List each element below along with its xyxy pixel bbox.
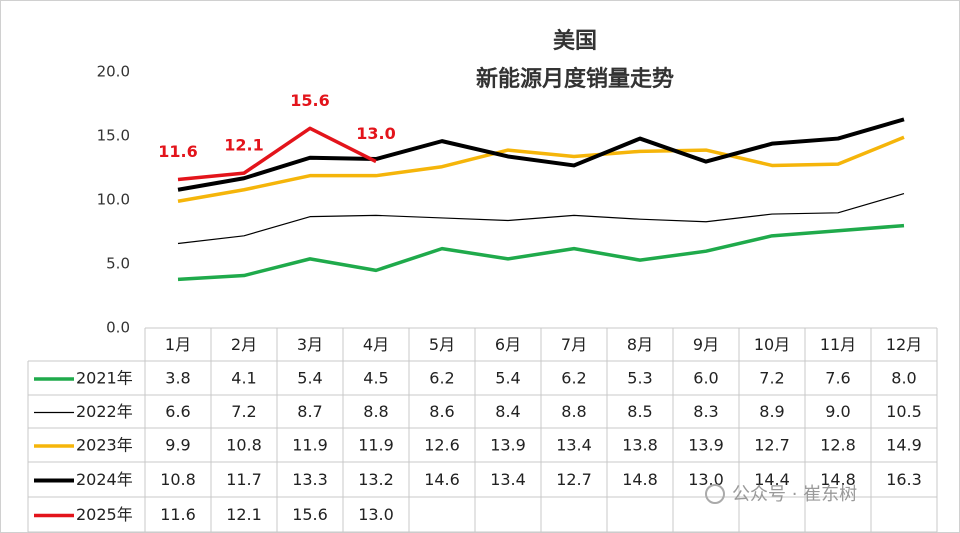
table-cell: 11.9: [292, 436, 328, 455]
x-tick-label: 8月: [627, 335, 653, 354]
table-cell: 7.2: [759, 369, 784, 388]
x-tick-label: 9月: [693, 335, 719, 354]
series-line: [177, 126, 377, 182]
x-tick-label: 5月: [429, 335, 455, 354]
table-cell: 13.4: [556, 436, 592, 455]
series-line: [177, 117, 905, 192]
table-cell: 13.0: [358, 505, 394, 524]
table-cell: 10.5: [886, 402, 922, 421]
table-cell: 5.3: [627, 369, 652, 388]
y-tick-label: 10.0: [97, 191, 130, 209]
data-label: 15.6: [290, 91, 329, 110]
table-cell: 12.7: [754, 436, 790, 455]
table-cell: 8.6: [429, 402, 454, 421]
table-cell: 11.7: [226, 470, 262, 489]
table-cell: 11.9: [358, 436, 394, 455]
y-tick-label: 15.0: [97, 127, 130, 145]
table-cell: 4.5: [363, 369, 388, 388]
series-line: [177, 193, 905, 245]
x-tick-label: 1月: [165, 335, 191, 354]
table-cell: 8.8: [363, 402, 388, 421]
data-label: 13.0: [356, 124, 395, 143]
y-tick-label: 20.0: [97, 63, 130, 81]
table-cell: 13.3: [292, 470, 328, 489]
table-cell: 15.6: [292, 505, 328, 524]
table-cell: 9.9: [165, 436, 190, 455]
table-cell: 14.8: [820, 470, 856, 489]
table-cell: 8.7: [297, 402, 322, 421]
y-tick-label: 0.0: [106, 319, 130, 337]
table-cell: 6.0: [693, 369, 718, 388]
table-cell: 13.9: [688, 436, 724, 455]
legend-label: 2022年: [76, 402, 133, 421]
table-cell: 12.6: [424, 436, 460, 455]
legend-label: 2025年: [76, 505, 133, 524]
table-cell: 8.5: [627, 402, 652, 421]
x-tick-label: 10月: [754, 335, 790, 354]
table-cell: 6.2: [429, 369, 454, 388]
table-cell: 12.8: [820, 436, 856, 455]
x-tick-label: 3月: [297, 335, 323, 354]
table-cell: 14.9: [886, 436, 922, 455]
table-cell: 13.4: [490, 470, 526, 489]
table-cell: 8.8: [561, 402, 586, 421]
series-line: [177, 223, 905, 282]
table-cell: 7.2: [231, 402, 256, 421]
table-cell: 3.8: [165, 369, 190, 388]
legend-label: 2023年: [76, 436, 133, 455]
table-cell: 8.0: [891, 369, 916, 388]
table-cell: 16.3: [886, 470, 922, 489]
table-cell: 9.0: [825, 402, 850, 421]
legend-label: 2021年: [76, 369, 133, 388]
x-tick-label: 12月: [886, 335, 922, 354]
chart-subtitle: 新能源月度销量走势: [476, 66, 674, 92]
table-cell: 14.4: [754, 470, 790, 489]
x-tick-label: 2月: [231, 335, 257, 354]
table-cell: 13.2: [358, 470, 394, 489]
table-cell: 8.9: [759, 402, 784, 421]
table-cell: 13.9: [490, 436, 526, 455]
x-tick-label: 4月: [363, 335, 389, 354]
table-cell: 12.1: [226, 505, 262, 524]
table-cell: 10.8: [160, 470, 196, 489]
x-tick-label: 6月: [495, 335, 521, 354]
table-cell: 6.2: [561, 369, 586, 388]
chart-title: 美国: [553, 28, 597, 54]
data-label: 11.6: [158, 142, 197, 161]
table-cell: 11.6: [160, 505, 196, 524]
table-cell: 5.4: [297, 369, 322, 388]
table-cell: 14.8: [622, 470, 658, 489]
table-cell: 8.4: [495, 402, 520, 421]
table-cell: 13.8: [622, 436, 658, 455]
table-cell: 10.8: [226, 436, 262, 455]
table-cell: 5.4: [495, 369, 520, 388]
x-tick-label: 11月: [820, 335, 856, 354]
legend-label: 2024年: [76, 470, 133, 489]
table-cell: 14.6: [424, 470, 460, 489]
series-line: [177, 135, 905, 204]
x-tick-label: 7月: [561, 335, 587, 354]
watermark-icon: [705, 484, 725, 504]
data-label: 12.1: [224, 136, 263, 155]
watermark: 公众号 · 崔东树: [732, 484, 857, 505]
table-cell: 8.3: [693, 402, 718, 421]
table-cell: 4.1: [231, 369, 256, 388]
table-cell: 7.6: [825, 369, 850, 388]
table-cell: 6.6: [165, 402, 190, 421]
y-tick-label: 5.0: [106, 255, 130, 273]
table-cell: 12.7: [556, 470, 592, 489]
